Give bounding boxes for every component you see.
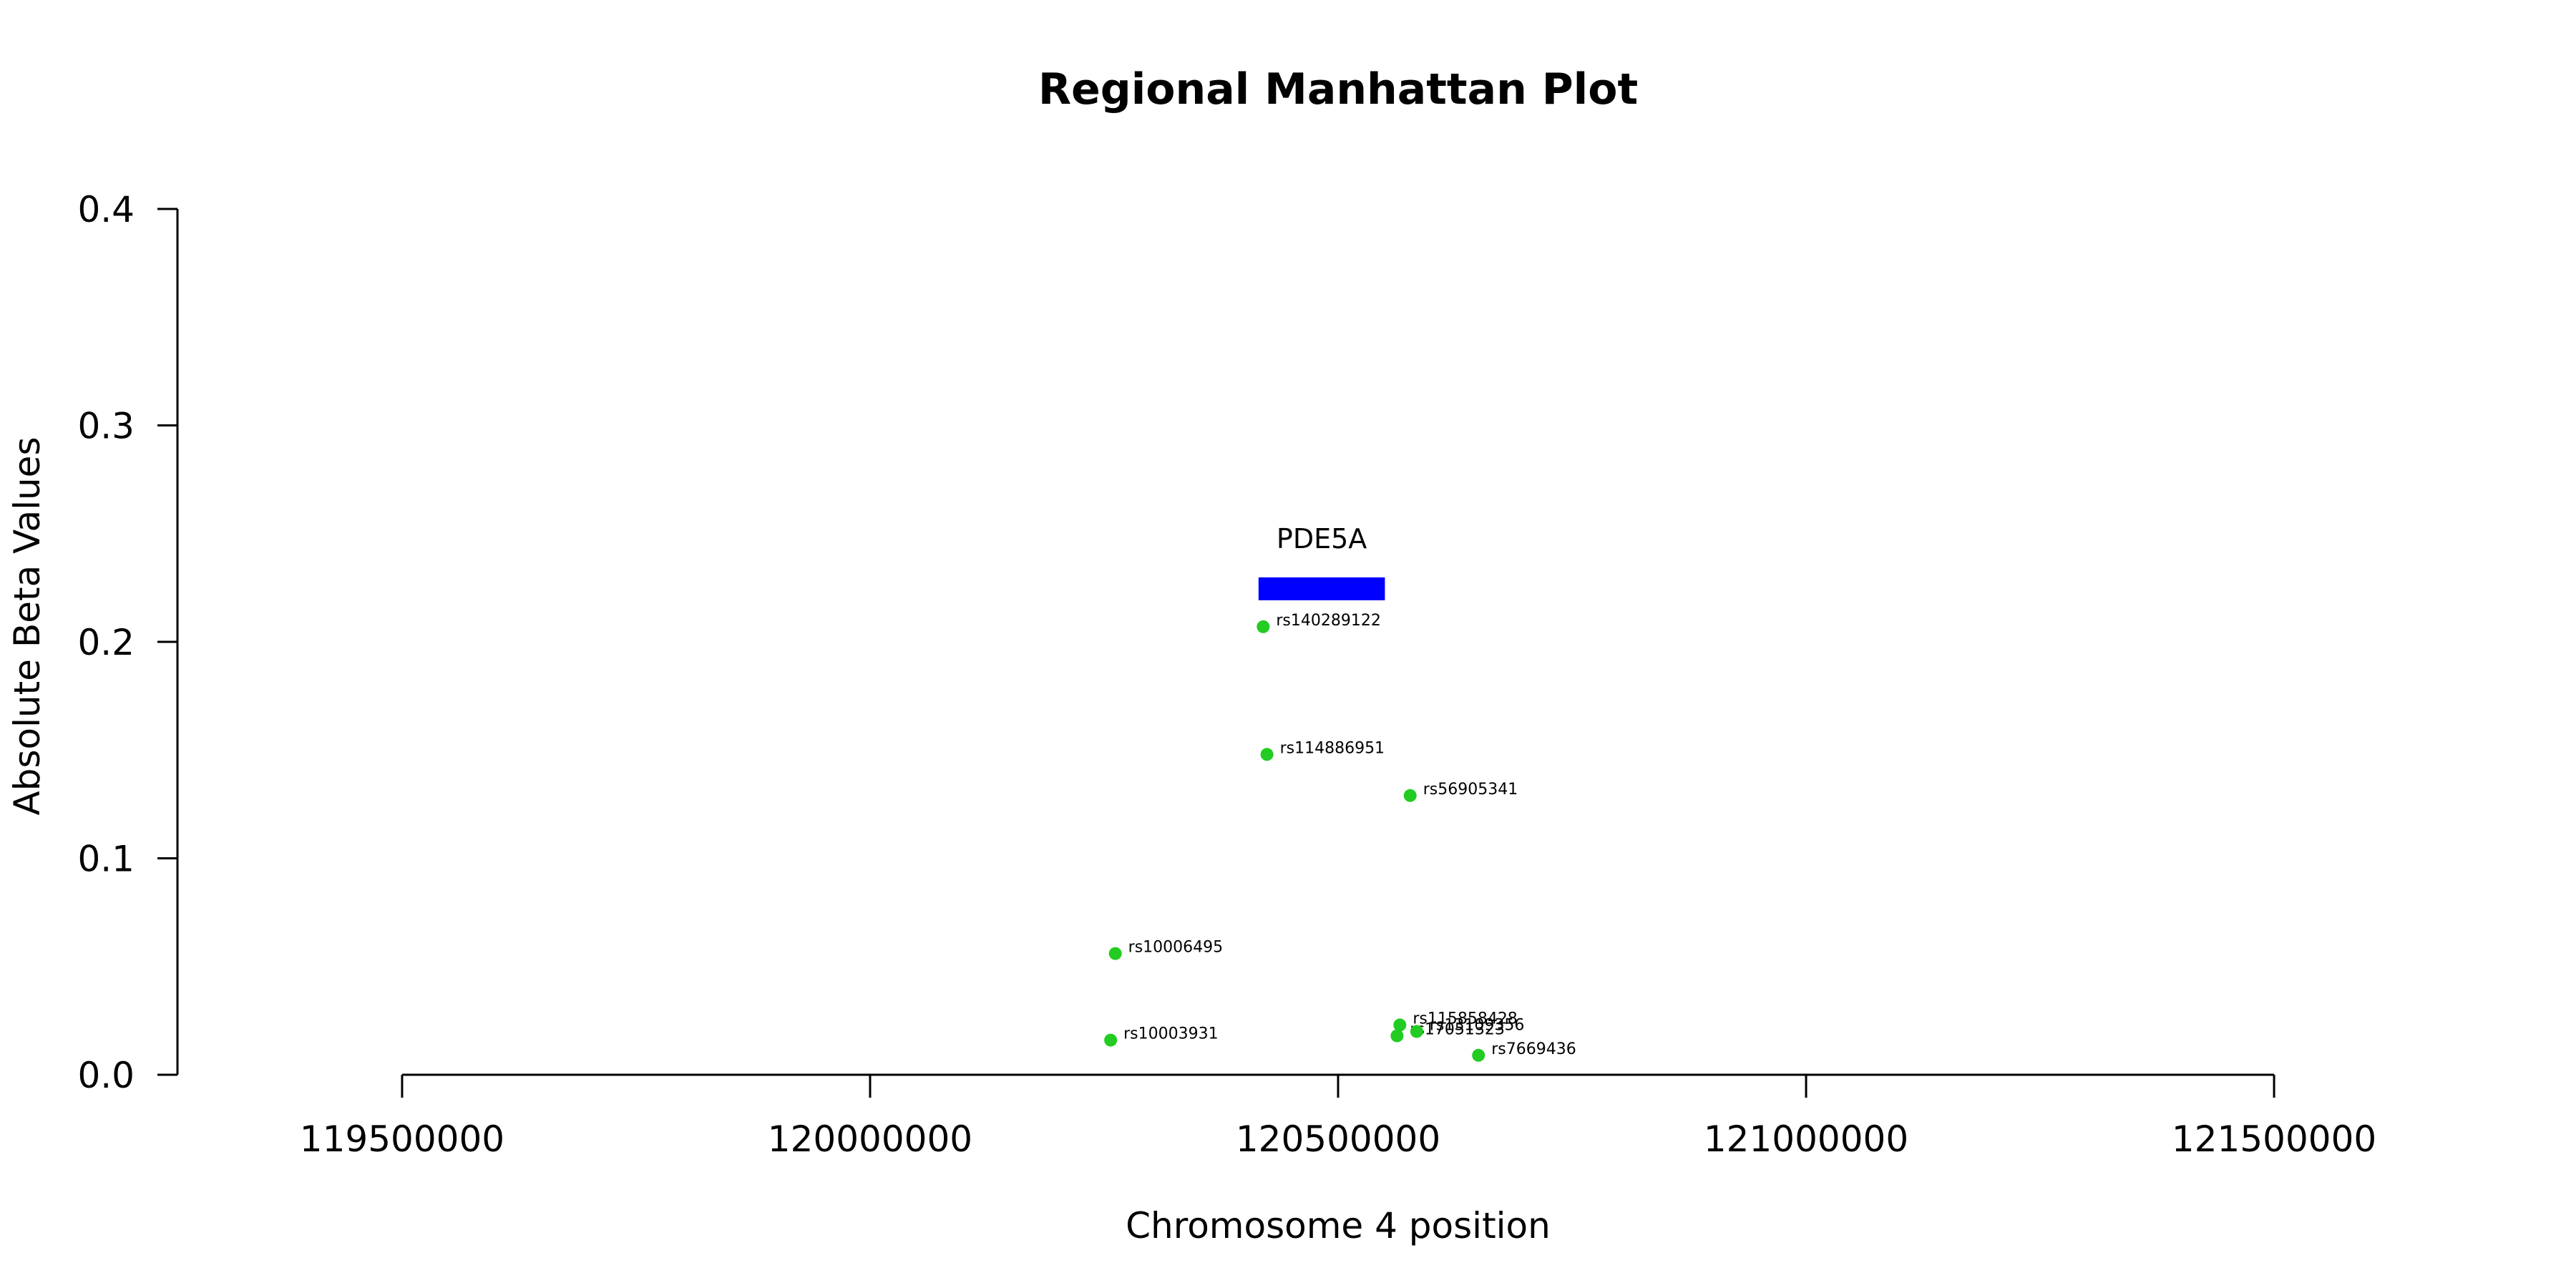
- gene-bar: [1258, 577, 1385, 600]
- snp-label: rs10006495: [1128, 939, 1223, 957]
- snp-point: [1260, 748, 1274, 761]
- chart-title: Regional Manhattan Plot: [1038, 64, 1638, 114]
- snp-label: rs114886951: [1280, 739, 1385, 757]
- x-tick-label: 120500000: [1236, 1118, 1440, 1160]
- snp-label: rs140289122: [1276, 612, 1380, 630]
- x-tick-label: 120000000: [768, 1118, 972, 1160]
- snp-label: rs7669436: [1491, 1040, 1576, 1058]
- snp-label: rs17051323: [1410, 1021, 1504, 1039]
- y-tick-label: 0.4: [77, 189, 135, 230]
- y-axis-label: Absolute Beta Values: [6, 437, 48, 816]
- gene-track: PDE5A: [1258, 523, 1385, 600]
- snp-points: rs140289122 rs114886951 rs56905341 rs100064…: [1104, 612, 1576, 1062]
- snp-point: [1108, 947, 1122, 960]
- snp-point: [1472, 1048, 1485, 1062]
- x-tick-label: 121500000: [2172, 1118, 2376, 1160]
- gene-label: PDE5A: [1277, 523, 1367, 555]
- snp-point: [1403, 789, 1417, 802]
- snp-label: rs13109356: [1430, 1017, 1524, 1035]
- y-tick-label: 0.3: [77, 406, 135, 447]
- snp-point: [1257, 620, 1270, 633]
- x-tick-label: 119500000: [300, 1118, 504, 1160]
- snp-point: [1390, 1029, 1404, 1043]
- snp-label: rs10003931: [1123, 1025, 1218, 1043]
- y-axis: 0.0 0.1 0.2 0.3 0.4: [77, 189, 179, 1096]
- snp-point: [1104, 1033, 1118, 1047]
- snp-label: rs56905341: [1423, 781, 1518, 799]
- y-tick-label: 0.2: [77, 622, 135, 663]
- x-axis-label: Chromosome 4 position: [1126, 1205, 1551, 1246]
- x-tick-label: 121000000: [1704, 1118, 1908, 1160]
- y-tick-label: 0.1: [77, 839, 135, 880]
- y-tick-label: 0.0: [77, 1055, 135, 1096]
- snp-point: [1410, 1025, 1423, 1038]
- snp-point: [1393, 1018, 1407, 1032]
- snp-label: rs115858428: [1413, 1010, 1517, 1028]
- x-axis: 119500000 120000000 120500000 121000000 1215…: [300, 1073, 2376, 1160]
